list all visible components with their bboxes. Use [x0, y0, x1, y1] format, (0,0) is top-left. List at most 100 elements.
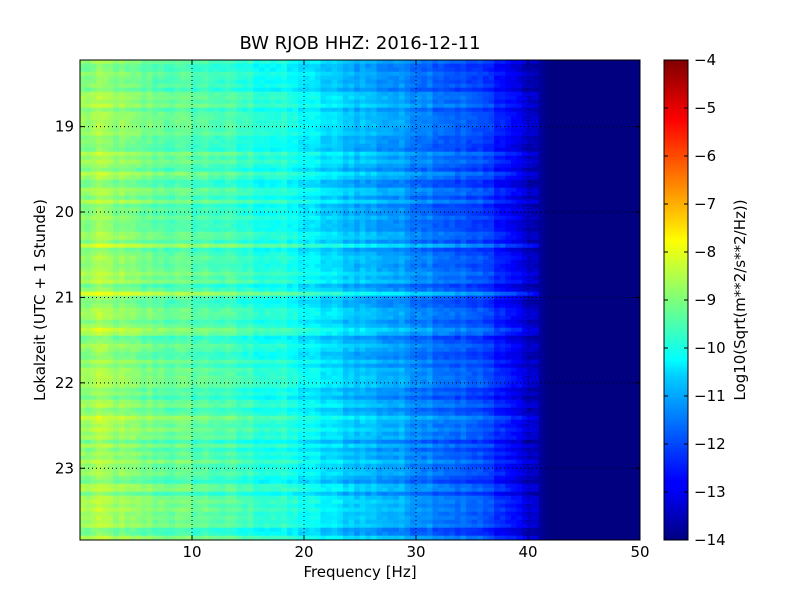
heatmap-cell: [348, 251, 355, 257]
heatmap-cell: [454, 75, 462, 81]
heatmap-cell: [376, 123, 383, 129]
heatmap-cell: [96, 60, 103, 65]
heatmap-cell: [337, 191, 344, 197]
heatmap-cell: [219, 111, 226, 117]
heatmap-cell: [247, 103, 254, 109]
heatmap-cell: [326, 155, 333, 161]
heatmap-cell: [606, 103, 613, 109]
heatmap-cell: [158, 135, 165, 141]
heatmap-cell: [90, 75, 98, 81]
heatmap-cell: [404, 139, 411, 145]
heatmap-cell: [281, 215, 288, 221]
heatmap-cell: [225, 139, 232, 145]
heatmap-cell: [611, 123, 618, 129]
heatmap-cell: [247, 195, 254, 201]
heatmap-cell: [606, 107, 613, 113]
heatmap-cell: [460, 227, 467, 233]
heatmap-cell: [202, 223, 210, 229]
heatmap-cell: [398, 223, 406, 229]
heatmap-cell: [113, 203, 120, 209]
heatmap-cell: [174, 183, 182, 189]
heatmap-cell: [158, 247, 165, 253]
heatmap-cell: [550, 155, 557, 161]
heatmap-cell: [85, 243, 92, 249]
heatmap-cell: [236, 115, 243, 121]
heatmap-cell: [606, 139, 613, 145]
heatmap-cell: [163, 195, 170, 201]
heatmap-cell: [320, 123, 327, 129]
heatmap-cell: [382, 167, 389, 173]
heatmap-cell: [376, 231, 383, 237]
heatmap-cell: [286, 135, 294, 141]
heatmap-cell: [337, 111, 344, 117]
heatmap-cell: [186, 183, 193, 189]
heatmap-cell: [96, 243, 103, 249]
heatmap-cell: [85, 99, 92, 105]
heatmap-cell: [202, 171, 210, 177]
heatmap-cell: [572, 131, 579, 137]
heatmap-cell: [236, 191, 243, 197]
heatmap-cell: [107, 207, 114, 213]
heatmap-cell: [158, 239, 165, 245]
heatmap-cell: [107, 247, 114, 253]
heatmap-cell: [510, 71, 518, 77]
heatmap-cell: [354, 63, 361, 69]
heatmap-cell: [477, 151, 484, 157]
heatmap-cell: [421, 143, 428, 149]
heatmap-cell: [230, 123, 238, 129]
heatmap-cell: [617, 183, 624, 189]
heatmap-cell: [80, 191, 86, 197]
heatmap-cell: [432, 255, 439, 261]
heatmap-cell: [376, 159, 383, 165]
heatmap-cell: [505, 195, 512, 201]
heatmap-cell: [606, 207, 613, 213]
heatmap-cell: [421, 215, 428, 221]
heatmap-cell: [124, 91, 131, 97]
heatmap-cell: [298, 103, 305, 109]
heatmap-cell: [494, 191, 501, 197]
heatmap-cell: [359, 175, 366, 181]
heatmap-cell: [589, 243, 596, 249]
heatmap-cell: [566, 83, 574, 89]
heatmap-cell: [202, 207, 210, 213]
heatmap-cell: [152, 123, 159, 129]
heatmap-cell: [589, 203, 596, 209]
heatmap-cell: [124, 203, 131, 209]
heatmap-cell: [370, 135, 378, 141]
heatmap-cell: [454, 235, 462, 241]
heatmap-cell: [186, 223, 193, 229]
heatmap-cell: [135, 83, 142, 89]
heatmap-cell: [359, 195, 366, 201]
heatmap-cell: [600, 211, 607, 217]
heatmap-cell: [180, 175, 187, 181]
heatmap-cell: [348, 63, 355, 69]
heatmap-cell: [214, 171, 221, 177]
heatmap-cell: [180, 215, 187, 221]
heatmap-cell: [186, 139, 193, 145]
heatmap-cell: [382, 219, 389, 225]
heatmap-cell: [135, 235, 142, 241]
heatmap-cell: [477, 107, 484, 113]
heatmap-cell: [80, 243, 86, 249]
heatmap-cell: [488, 159, 495, 165]
heatmap-cell: [326, 115, 333, 121]
heatmap-cell: [538, 223, 546, 229]
heatmap-cell: [197, 199, 204, 205]
heatmap-cell: [488, 135, 495, 141]
heatmap-cell: [107, 95, 114, 101]
heatmap-cell: [230, 175, 238, 181]
heatmap-cell: [438, 71, 445, 77]
heatmap-cell: [275, 203, 282, 209]
heatmap-cell: [90, 211, 98, 217]
heatmap-cell: [219, 175, 226, 181]
heatmap-cell: [516, 115, 523, 121]
heatmap-cell: [298, 219, 305, 225]
heatmap-cell: [387, 123, 394, 129]
heatmap-cell: [432, 111, 439, 117]
heatmap-cell: [628, 155, 635, 161]
heatmap-cell: [499, 127, 506, 133]
heatmap-cell: [258, 63, 266, 69]
heatmap-cell: [516, 63, 523, 69]
heatmap-cell: [169, 215, 176, 221]
heatmap-cell: [510, 95, 518, 101]
